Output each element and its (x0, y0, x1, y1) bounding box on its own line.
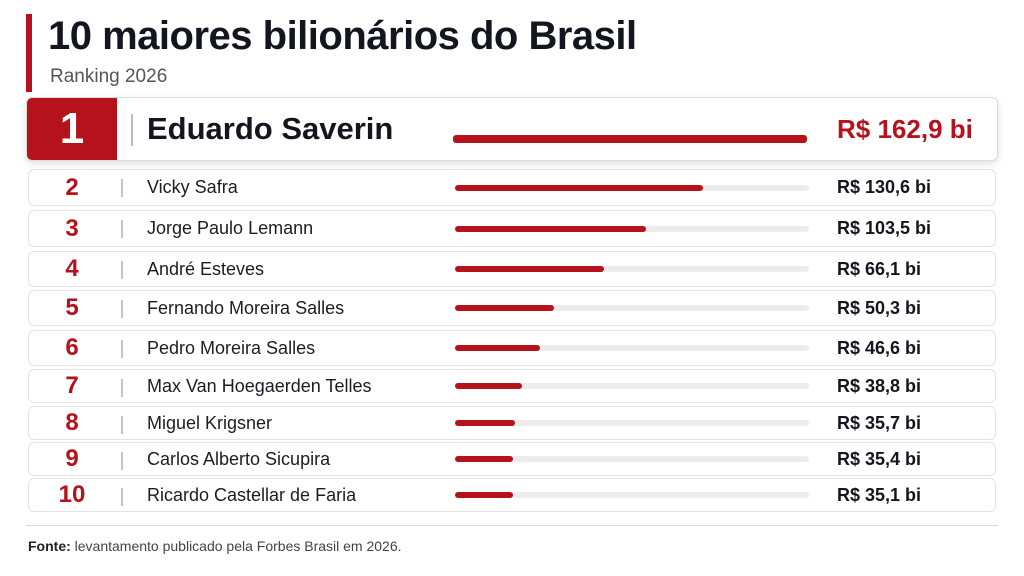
bar-track (455, 492, 809, 498)
ranking-row: 4 André Esteves R$ 66,1 bi (28, 251, 996, 287)
billionaire-name: Pedro Moreira Salles (147, 337, 316, 358)
source-text: levantamento publicado pela Forbes Brasi… (70, 538, 402, 554)
rank-separator (121, 416, 123, 434)
net-worth-value: R$ 103,5 bi (837, 218, 932, 238)
net-worth-value: R$ 46,6 bi (837, 337, 922, 358)
title-accent-bar (26, 14, 32, 92)
wealth-bar (455, 185, 703, 191)
rank-number: 9 (65, 445, 79, 472)
rank-number: 7 (65, 372, 79, 399)
bar-track (455, 420, 809, 426)
net-worth-value: R$ 35,4 bi (837, 448, 922, 469)
rank-number: 3 (65, 214, 79, 242)
billionaire-name: Jorge Paulo Lemann (147, 218, 314, 238)
billionaire-name: Carlos Alberto Sicupira (147, 448, 331, 469)
bar-track (453, 135, 807, 143)
rank-separator (121, 261, 123, 279)
net-worth-value: R$ 50,3 bi (837, 297, 922, 318)
wealth-bar (453, 135, 807, 143)
ranking-row: 8 Miguel Krigsner R$ 35,7 bi (28, 406, 996, 440)
ranking-row: 10 Ricardo Castellar de Faria R$ 35,1 bi (28, 478, 996, 512)
billionaire-name: André Esteves (147, 258, 265, 279)
billionaire-name: Vicky Safra (147, 177, 238, 197)
page-subtitle: Ranking 2026 (50, 66, 168, 87)
source-label: Fonte: (28, 538, 71, 554)
rank-number: 6 (65, 334, 79, 361)
wealth-bar (455, 305, 554, 311)
wealth-bar (455, 266, 604, 272)
ranking-row: 6 Pedro Moreira Salles R$ 46,6 bi (28, 330, 996, 366)
rank-separator (121, 300, 123, 318)
bar-track (455, 266, 809, 272)
wealth-bar (455, 456, 513, 462)
rank-separator (121, 220, 123, 238)
bar-track (455, 383, 809, 389)
bar-track (455, 226, 809, 232)
rank-separator (121, 452, 123, 470)
source-note: Fonte: levantamento publicado pela Forbe… (28, 538, 402, 554)
ranking-row: 9 Carlos Alberto Sicupira R$ 35,4 bi (28, 442, 996, 476)
rank-separator (121, 379, 123, 397)
net-worth-value: R$ 130,6 bi (837, 177, 932, 197)
ranking-row: 5 Fernando Moreira Salles R$ 50,3 bi (28, 290, 996, 326)
billionaire-name: Max Van Hoegaerden Telles (147, 375, 372, 396)
ranking-row: 3 Jorge Paulo Lemann R$ 103,5 bi (28, 210, 996, 247)
ranking-row: 2 Vicky Safra R$ 130,6 bi (28, 169, 996, 206)
billionaire-name: Fernando Moreira Salles (147, 297, 345, 318)
wealth-bar (455, 345, 540, 351)
bar-track (455, 185, 809, 191)
wealth-bar (455, 383, 522, 389)
billionaire-name: Ricardo Castellar de Faria (147, 484, 357, 505)
net-worth-value: R$ 66,1 bi (837, 258, 922, 279)
wealth-bar (455, 420, 515, 426)
bar-track (455, 305, 809, 311)
page-title: 10 maiores bilionários do Brasil (48, 14, 637, 58)
rank-number: 1 (27, 98, 117, 160)
rank-separator (121, 179, 123, 197)
net-worth-value: R$ 35,1 bi (837, 484, 922, 505)
wealth-bar (455, 226, 646, 232)
top-ranked-row: 1 Eduardo Saverin R$ 162,9 bi (26, 97, 998, 161)
net-worth-value: R$ 162,9 bi (837, 113, 973, 144)
wealth-bar (455, 492, 513, 498)
net-worth-value: R$ 35,7 bi (837, 412, 922, 433)
footer-divider (26, 525, 998, 526)
rank-separator (121, 488, 123, 506)
rank-number: 2 (65, 173, 79, 201)
ranking-row: 7 Max Van Hoegaerden Telles R$ 38,8 bi (28, 369, 996, 403)
bar-track (455, 345, 809, 351)
net-worth-value: R$ 38,8 bi (837, 375, 922, 396)
bar-track (455, 456, 809, 462)
rank-separator (121, 340, 123, 358)
rank-number: 10 (58, 481, 86, 508)
rank-number: 4 (65, 255, 79, 282)
billionaire-name: Eduardo Saverin (147, 111, 394, 146)
rank-separator (131, 114, 133, 146)
rank-number: 5 (65, 294, 79, 321)
rank-number: 8 (65, 409, 79, 436)
billionaire-name: Miguel Krigsner (147, 412, 273, 433)
